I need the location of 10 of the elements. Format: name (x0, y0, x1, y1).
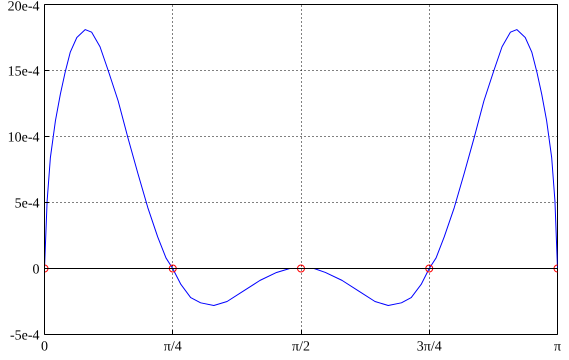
x-tick-label: 3π/4 (416, 340, 442, 354)
y-tick-label: 0 (32, 262, 40, 278)
y-tick-label: 15e-4 (8, 64, 40, 80)
x-tick-label: π/4 (164, 340, 182, 354)
x-tick-label: π/2 (292, 340, 310, 354)
y-tick-label: -5e-4 (10, 328, 40, 344)
x-tick-label: π (554, 340, 562, 354)
y-tick-label: 20e-4 (8, 0, 40, 14)
y-tick-label: 10e-4 (8, 130, 40, 146)
y-tick-label: 5e-4 (14, 196, 40, 212)
